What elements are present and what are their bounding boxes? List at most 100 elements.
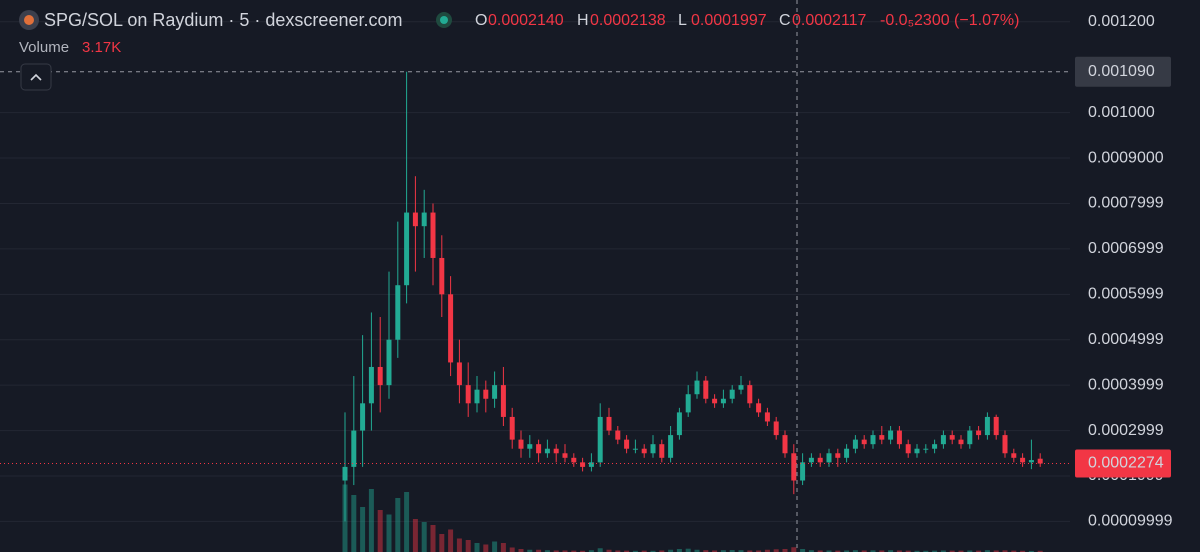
y-tick-label: 0.0007999 — [1088, 195, 1164, 212]
y-tick-label: 0.0009000 — [1088, 149, 1164, 166]
candle-body — [342, 466, 348, 481]
candles — [342, 71, 1043, 522]
candle-body — [905, 444, 911, 454]
candle-body — [544, 448, 550, 454]
volume-bar — [615, 550, 621, 552]
volume-bar — [562, 550, 568, 552]
candle-body — [448, 294, 454, 363]
candle-body — [641, 448, 647, 454]
candle-body — [518, 439, 524, 449]
candle-body — [791, 453, 797, 481]
volume-bar — [826, 550, 832, 552]
volume-bar — [712, 550, 718, 552]
volume-bar — [888, 550, 894, 552]
volume-bar — [1037, 550, 1043, 552]
candle-body — [536, 444, 542, 454]
volume-bar — [984, 550, 990, 552]
candle-body — [764, 412, 770, 422]
y-tick-label: 0.0004999 — [1088, 331, 1164, 348]
volume-bar — [993, 550, 999, 552]
volume-label: Volume — [19, 39, 69, 56]
volume-bar — [773, 549, 779, 552]
volume-bar — [588, 550, 594, 552]
candle-body — [888, 430, 894, 440]
candle-body — [923, 448, 929, 450]
volume-bar — [650, 550, 656, 552]
candle-body — [632, 448, 638, 450]
last-price-label: 0.0002274 — [1088, 455, 1164, 472]
y-tick-label: 0.001200 — [1088, 13, 1155, 30]
volume-bar — [624, 550, 630, 552]
candle-body — [395, 285, 401, 340]
candle-body — [624, 439, 630, 449]
candle-body — [747, 385, 753, 404]
crosshair-label-bg — [1075, 56, 1171, 87]
candle-body — [800, 462, 806, 481]
candle-body — [870, 435, 876, 445]
candle-body — [474, 389, 480, 404]
candle-body — [386, 339, 392, 386]
candle-body — [729, 389, 735, 399]
volume-bar — [606, 549, 612, 552]
legend-key: L — [678, 12, 687, 29]
volume-bar — [896, 550, 902, 552]
y-tick-label: 0.0002999 — [1088, 422, 1164, 439]
candle-body — [500, 385, 506, 417]
change: -0.0₅2300 (−1.07%) — [880, 12, 1019, 29]
candle-body — [861, 439, 867, 445]
candle-body — [360, 403, 366, 431]
volume-bar — [509, 547, 515, 552]
status-dot — [440, 16, 448, 24]
volume-bar — [720, 550, 726, 552]
collapse-button-bg[interactable] — [20, 63, 52, 91]
candle-body — [826, 453, 832, 463]
volume-bar — [404, 492, 410, 552]
volume-bar — [879, 550, 885, 552]
candle-body — [773, 421, 779, 436]
candle-body — [852, 439, 858, 449]
volume-bar — [914, 550, 920, 552]
volume-bar — [448, 529, 454, 552]
candle-body — [615, 430, 621, 440]
volume-bar — [632, 550, 638, 552]
candle-body — [509, 416, 515, 440]
candle-body — [483, 389, 489, 399]
candle-body — [782, 435, 788, 454]
volume-bar — [536, 549, 542, 552]
candle-body — [1028, 460, 1034, 463]
grid: 0.001200 0.001000 0.0009000 0.0007999 0.0006… — [0, 13, 1173, 530]
volume-bar — [905, 550, 911, 552]
chart-title: SPG/SOL on Raydium · 5 · dexscreener.com — [44, 10, 402, 30]
candle-body — [527, 444, 533, 449]
candle-body — [1020, 457, 1026, 463]
volume-bar — [492, 541, 498, 552]
candle-body — [993, 416, 999, 436]
volume-bar — [395, 498, 401, 552]
candle-body — [421, 212, 427, 227]
volume-bar — [368, 489, 374, 552]
volume-bar — [782, 549, 788, 552]
candle-body — [377, 366, 383, 386]
candle-body — [430, 212, 436, 258]
collapse-button[interactable] — [20, 63, 52, 91]
volume-bar — [747, 550, 753, 552]
volume-bar — [958, 550, 964, 552]
volume-bar — [932, 550, 938, 552]
candle-body — [571, 457, 577, 463]
volume-bar — [500, 543, 506, 552]
candle-body — [808, 457, 814, 463]
y-tick-label: 0.00009999 — [1088, 513, 1173, 530]
candle-body — [738, 385, 744, 390]
volume-bar — [597, 548, 603, 552]
y-tick-label: 0.0003999 — [1088, 376, 1164, 393]
volume-bar — [949, 550, 955, 552]
volume-bar — [1011, 550, 1017, 552]
volume-bar — [1028, 550, 1034, 552]
collapse-icon[interactable] — [30, 73, 42, 81]
candle-body — [1037, 458, 1043, 464]
volume-bar — [544, 550, 550, 552]
volume-bar — [817, 550, 823, 552]
volume-bar — [808, 550, 814, 552]
volume-bar — [668, 549, 674, 552]
